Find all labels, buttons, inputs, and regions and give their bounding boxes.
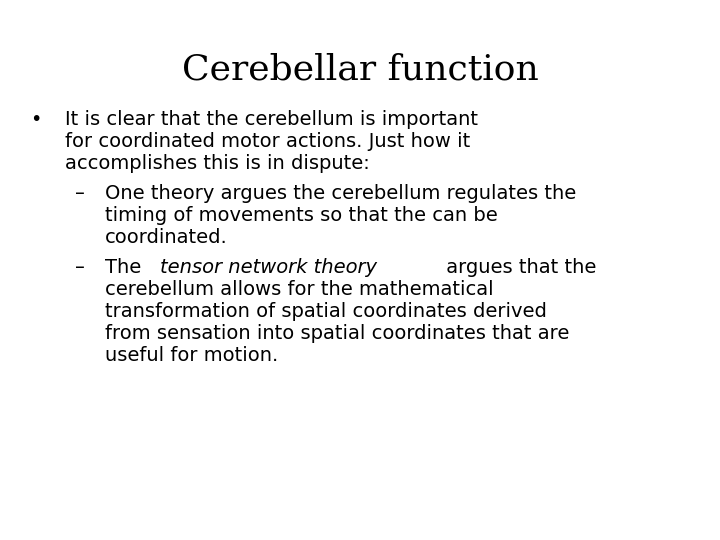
Text: timing of movements so that the can be: timing of movements so that the can be <box>105 206 498 225</box>
Text: transformation of spatial coordinates derived: transformation of spatial coordinates de… <box>105 302 547 321</box>
Text: One theory argues the cerebellum regulates the: One theory argues the cerebellum regulat… <box>105 184 576 203</box>
Text: Cerebellar function: Cerebellar function <box>181 52 539 86</box>
Text: The: The <box>105 258 148 277</box>
Text: –: – <box>75 258 85 277</box>
Text: •: • <box>30 110 41 129</box>
Text: argues that the: argues that the <box>440 258 596 277</box>
Text: tensor network theory: tensor network theory <box>160 258 377 277</box>
Text: useful for motion.: useful for motion. <box>105 346 278 365</box>
Text: cerebellum allows for the mathematical: cerebellum allows for the mathematical <box>105 280 494 299</box>
Text: for coordinated motor actions. Just how it: for coordinated motor actions. Just how … <box>65 132 470 151</box>
Text: accomplishes this is in dispute:: accomplishes this is in dispute: <box>65 154 370 173</box>
Text: from sensation into spatial coordinates that are: from sensation into spatial coordinates … <box>105 324 570 343</box>
Text: It is clear that the cerebellum is important: It is clear that the cerebellum is impor… <box>65 110 478 129</box>
Text: –: – <box>75 184 85 203</box>
Text: coordinated.: coordinated. <box>105 228 228 247</box>
